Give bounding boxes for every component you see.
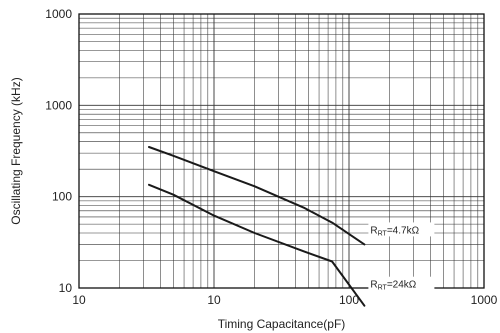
plot-frame <box>78 13 485 289</box>
series-label-text: RRT=4.7kΩ <box>370 225 419 237</box>
y-tick-label: 10 <box>59 281 73 295</box>
x-tick-label: 10 <box>72 293 86 307</box>
y-tick-label: 1000 <box>45 7 72 21</box>
series-line <box>148 146 366 246</box>
curve-labels: RRT=4.7kΩ RRT=24kΩ <box>368 222 435 292</box>
series-label: RRT=4.7kΩ <box>368 222 435 237</box>
series-label: RRT=24kΩ <box>368 276 435 292</box>
x-tick-label: 1000 <box>471 293 498 307</box>
grid <box>78 14 484 289</box>
x-tick-label: 10 <box>207 293 221 307</box>
series-label-bg <box>368 222 435 237</box>
curves <box>148 146 366 307</box>
series-label-bg <box>368 276 435 291</box>
y-axis-title: Oscillating Frequency (kHz) <box>9 77 23 224</box>
x-axis-title: Timing Capacitance(pF) <box>218 317 346 331</box>
y-tick-label: 1000 <box>45 98 72 112</box>
y-tick-label: 100 <box>52 190 72 204</box>
series-line <box>148 183 366 307</box>
x-tick-labels: 10 10 100 1000 <box>72 293 497 307</box>
series-label-text: RRT=24kΩ <box>370 280 416 292</box>
y-tick-labels: 10 100 1000 1000 <box>45 7 72 295</box>
x-tick-label: 100 <box>339 293 359 307</box>
